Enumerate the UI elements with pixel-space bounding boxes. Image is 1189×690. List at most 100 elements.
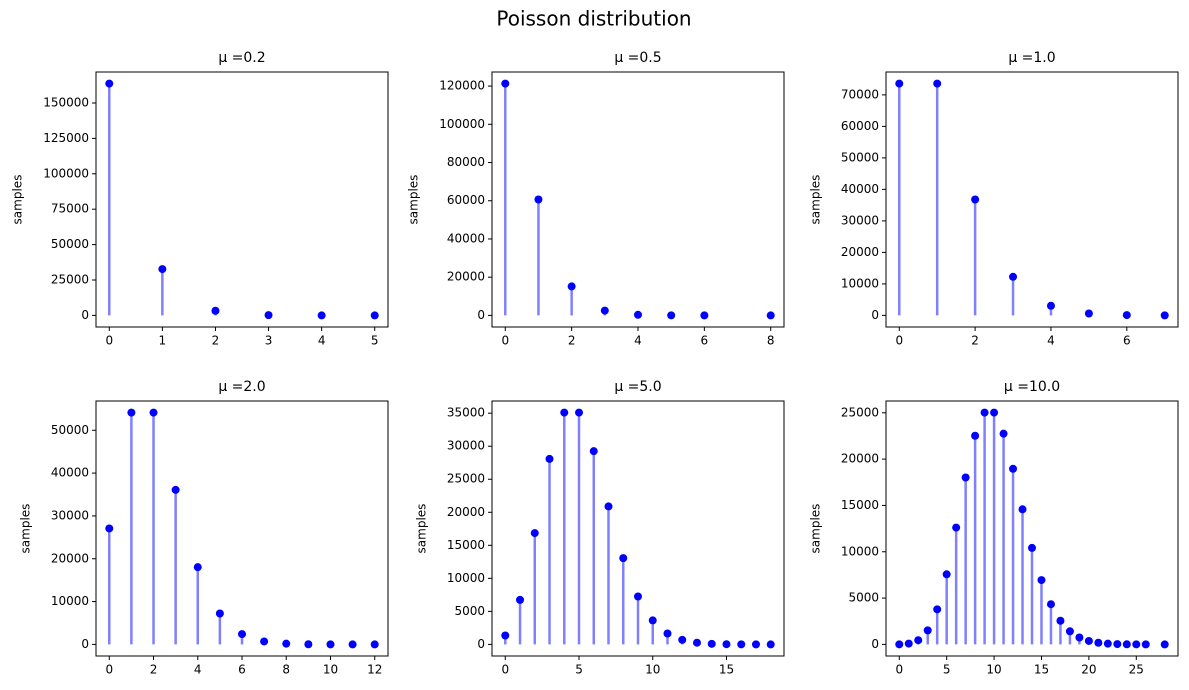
y-tick-label: 120000 bbox=[439, 79, 485, 93]
marker bbox=[634, 592, 642, 601]
y-axis-label: samples bbox=[809, 175, 823, 225]
y-tick-label: 50000 bbox=[841, 150, 879, 164]
x-tick-label: 4 bbox=[634, 334, 642, 348]
x-tick-label: 6 bbox=[701, 334, 709, 348]
marker bbox=[737, 640, 746, 649]
marker bbox=[904, 639, 913, 648]
x-tick-label: 15 bbox=[1034, 663, 1049, 677]
marker bbox=[1028, 543, 1036, 552]
x-tick-label: 2 bbox=[150, 663, 158, 677]
y-tick-label: 10000 bbox=[447, 571, 485, 585]
marker bbox=[215, 609, 224, 618]
y-axis-label: samples bbox=[415, 504, 429, 554]
marker bbox=[1009, 464, 1018, 473]
x-tick-label: 5 bbox=[371, 334, 379, 348]
marker bbox=[127, 408, 136, 417]
y-axis-label: samples bbox=[10, 175, 24, 225]
marker bbox=[530, 529, 539, 538]
x-tick-label: 3 bbox=[265, 334, 273, 348]
marker bbox=[260, 637, 269, 646]
x-tick-label: 0 bbox=[105, 663, 113, 677]
marker bbox=[1009, 272, 1018, 281]
axes-frame bbox=[95, 400, 389, 657]
marker bbox=[105, 79, 114, 88]
marker bbox=[895, 640, 904, 649]
subplot-title: μ =10.0 bbox=[1004, 379, 1060, 395]
y-tick-label: 20000 bbox=[841, 245, 879, 259]
subplot-title: μ =2.0 bbox=[218, 379, 265, 395]
y-tick-label: 100000 bbox=[43, 166, 89, 180]
y-tick-label: 0 bbox=[477, 637, 485, 651]
marker bbox=[560, 408, 569, 417]
y-tick-label: 5000 bbox=[454, 604, 485, 618]
marker bbox=[1103, 639, 1112, 648]
x-tick-label: 0 bbox=[895, 663, 903, 677]
y-tick-label: 25000 bbox=[51, 273, 89, 287]
marker bbox=[961, 473, 970, 482]
y-tick-label: 150000 bbox=[43, 95, 89, 109]
marker bbox=[895, 79, 904, 88]
marker bbox=[1141, 640, 1150, 649]
x-tick-label: 25 bbox=[1129, 663, 1144, 677]
x-tick-label: 2 bbox=[971, 334, 979, 348]
marker bbox=[751, 640, 760, 649]
y-tick-label: 10000 bbox=[841, 544, 879, 558]
y-tick-label: 20000 bbox=[447, 505, 485, 519]
x-tick-label: 4 bbox=[194, 663, 202, 677]
marker bbox=[942, 570, 951, 579]
axes-frame bbox=[885, 71, 1179, 328]
marker bbox=[1160, 311, 1169, 320]
marker bbox=[326, 640, 335, 649]
marker bbox=[667, 311, 676, 320]
marker bbox=[238, 630, 246, 639]
marker bbox=[264, 311, 273, 320]
marker bbox=[600, 306, 609, 315]
marker bbox=[501, 79, 510, 88]
x-tick-label: 15 bbox=[719, 663, 734, 677]
marker bbox=[971, 195, 980, 204]
y-tick-label: 35000 bbox=[447, 406, 485, 420]
subplot-title: μ =5.0 bbox=[614, 379, 661, 395]
marker bbox=[933, 605, 942, 614]
marker bbox=[1160, 640, 1169, 649]
y-tick-label: 0 bbox=[81, 308, 89, 322]
x-tick-label: 4 bbox=[1047, 334, 1055, 348]
marker bbox=[589, 447, 598, 456]
y-tick-label: 0 bbox=[871, 308, 879, 322]
x-tick-label: 10 bbox=[323, 663, 338, 677]
marker bbox=[1046, 600, 1055, 609]
marker bbox=[648, 616, 657, 625]
marker bbox=[1084, 309, 1093, 318]
marker bbox=[304, 640, 313, 649]
y-tick-label: 10000 bbox=[51, 594, 89, 608]
marker bbox=[1122, 640, 1131, 649]
x-tick-label: 2 bbox=[568, 334, 576, 348]
y-tick-label: 80000 bbox=[447, 155, 485, 169]
y-tick-label: 0 bbox=[477, 308, 485, 322]
marker bbox=[1018, 505, 1027, 514]
marker bbox=[980, 408, 989, 417]
marker bbox=[1094, 638, 1103, 647]
x-tick-label: 8 bbox=[282, 663, 290, 677]
marker bbox=[634, 310, 642, 319]
marker bbox=[149, 408, 158, 417]
subplot-title: μ =1.0 bbox=[1008, 50, 1055, 66]
marker bbox=[1037, 576, 1046, 585]
marker bbox=[914, 636, 923, 645]
marker bbox=[545, 454, 554, 463]
marker bbox=[700, 311, 709, 320]
y-tick-label: 40000 bbox=[447, 231, 485, 245]
axes-frame bbox=[491, 400, 785, 657]
x-tick-label: 0 bbox=[501, 663, 509, 677]
axes-frame bbox=[491, 71, 785, 328]
x-tick-label: 8 bbox=[767, 334, 775, 348]
marker bbox=[501, 631, 510, 640]
y-tick-label: 40000 bbox=[51, 466, 89, 480]
marker bbox=[171, 485, 180, 494]
y-tick-label: 40000 bbox=[841, 182, 879, 196]
y-axis-label: samples bbox=[809, 504, 823, 554]
marker bbox=[1056, 616, 1065, 625]
y-tick-label: 20000 bbox=[841, 452, 879, 466]
marker bbox=[952, 523, 961, 532]
y-tick-label: 25000 bbox=[447, 472, 485, 486]
